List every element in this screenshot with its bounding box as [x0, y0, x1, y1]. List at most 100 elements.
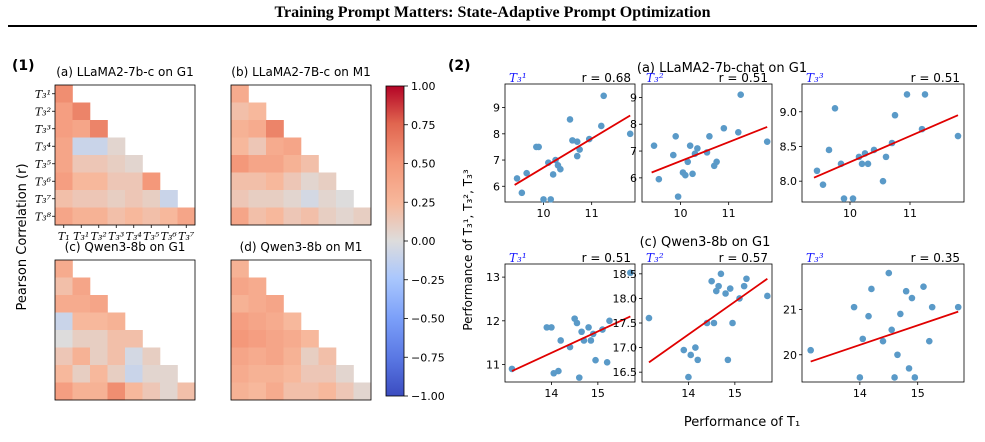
- heatmap-cell: [72, 190, 91, 208]
- data-point: [925, 337, 933, 345]
- heatmap-cell: [353, 207, 372, 226]
- colorbar-tick-label: 0.25: [411, 196, 436, 209]
- heatmap-cell: [55, 382, 73, 401]
- series-tag: T₃³: [806, 251, 824, 265]
- data-point: [585, 324, 592, 331]
- heatmap-cell: [248, 155, 267, 173]
- row-tick-label: T₃¹: [35, 88, 51, 101]
- heatmap-cell: [231, 120, 249, 138]
- row-tick-label: T₃⁵: [35, 158, 52, 171]
- data-point: [897, 310, 904, 318]
- y-tick-label: 8.5: [780, 140, 798, 153]
- heatmap-cell: [125, 347, 143, 366]
- heatmap-frame: [54, 84, 196, 226]
- part2-row-title-a: (a) LLaMA2-7b-chat on G1: [637, 61, 807, 76]
- data-point: [606, 317, 613, 325]
- data-point: [592, 356, 599, 364]
- data-point: [685, 373, 692, 381]
- heatmap-cell: [248, 382, 267, 401]
- data-point: [555, 367, 562, 375]
- data-point: [573, 319, 581, 327]
- heatmap-title: (d) Qwen3-8b on M1: [240, 240, 363, 254]
- axes-frame: [504, 263, 636, 383]
- heatmap-cell: [107, 330, 126, 348]
- heatmap-cell: [72, 295, 91, 313]
- col-tick-label: T₁: [58, 230, 70, 243]
- col-tick-label: T₃⁷: [178, 230, 195, 243]
- heatmap-cell: [177, 382, 196, 401]
- data-point: [885, 269, 893, 277]
- heatmap-cell: [336, 365, 354, 383]
- data-point: [655, 175, 663, 183]
- heatmap-cell: [231, 277, 249, 296]
- col-tick-label: T₃⁴: [126, 230, 142, 243]
- heatmap-cell: [107, 347, 126, 366]
- heatmap-cell: [266, 137, 284, 156]
- regression-line: [813, 114, 959, 179]
- heatmap-cell: [231, 137, 249, 156]
- heatmap-cell: [72, 277, 91, 296]
- heatmap-cell: [248, 365, 267, 383]
- heatmap-cell: [90, 295, 108, 313]
- heatmap-cell: [301, 207, 319, 226]
- heatmap-cell: [90, 382, 108, 401]
- heatmap-cell: [248, 172, 267, 191]
- y-tick-label: 18.5: [613, 268, 638, 281]
- data-point: [879, 337, 887, 345]
- heatmap-cell: [55, 120, 73, 138]
- heatmap-cell: [318, 347, 337, 366]
- heatmap-cell: [125, 382, 143, 401]
- colorbar-tick-label: −0.50: [411, 313, 445, 326]
- heatmap-cell: [90, 120, 108, 138]
- heatmap-cell: [231, 382, 249, 401]
- data-point: [859, 335, 867, 343]
- heatmap-cell: [336, 207, 354, 226]
- data-point: [743, 275, 750, 283]
- heatmap-cell: [336, 382, 354, 401]
- data-point: [708, 277, 715, 285]
- x-tick-label: 11: [722, 207, 736, 220]
- data-point: [713, 158, 720, 166]
- heatmap-cell: [90, 330, 108, 348]
- heatmap-cell: [55, 330, 73, 348]
- colorbar: 1.00 0.75 0.50 0.25 0.00 −0.25 −0.50 −0.75 −1.00: [385, 80, 445, 403]
- heatmap-cell: [231, 312, 249, 331]
- data-point: [682, 171, 689, 179]
- data-point: [645, 314, 653, 322]
- heatmap-frame: [54, 259, 196, 401]
- data-point: [566, 116, 574, 123]
- heatmap-cell: [266, 312, 284, 331]
- x-tick-label: 10: [674, 207, 688, 220]
- heatmap-0: (a) LLaMA2-7b-c on G1T₃¹T₃²T₃³T₃⁴T₃⁵T₃⁶T…: [35, 65, 196, 243]
- series-tag: T₃¹: [509, 251, 527, 265]
- scatter-4: 14 15 16.5 17.0 17.5 18.0 18.5 T₃² r = 0.57: [613, 251, 773, 400]
- data-point: [850, 303, 858, 311]
- data-point: [692, 344, 699, 351]
- y-tick-label: 6: [630, 172, 637, 185]
- data-point: [865, 312, 872, 320]
- heatmap-cell: [142, 365, 161, 383]
- heatmap-cell: [125, 207, 143, 226]
- heatmap-cell: [177, 207, 196, 226]
- data-point: [547, 196, 555, 203]
- heatmap-cell: [301, 155, 319, 173]
- y-tick-label: 18.0: [613, 292, 638, 305]
- data-point: [627, 269, 634, 277]
- data-point: [557, 337, 565, 344]
- heatmap-cell: [72, 172, 91, 191]
- heatmap-cell: [142, 207, 161, 226]
- y-tick-label: 21: [783, 303, 797, 316]
- scatter-1: 10 11 6 7 8 9 T₃² r = 0.51: [630, 71, 773, 220]
- heatmap-cell: [125, 190, 143, 208]
- heatmap-cell: [283, 382, 302, 401]
- heatmap-cell: [283, 330, 302, 348]
- data-point: [819, 181, 827, 188]
- data-point: [724, 356, 732, 364]
- heatmap-cell: [72, 330, 91, 348]
- x-tick-label: 14: [853, 387, 867, 400]
- data-point: [650, 142, 658, 149]
- series-tag: T₃³: [806, 71, 824, 85]
- data-point: [921, 91, 929, 98]
- heatmap-cell: [90, 155, 108, 173]
- scatter-0: 10 11 6 7 8 9 T₃¹ r = 0.68: [493, 71, 636, 220]
